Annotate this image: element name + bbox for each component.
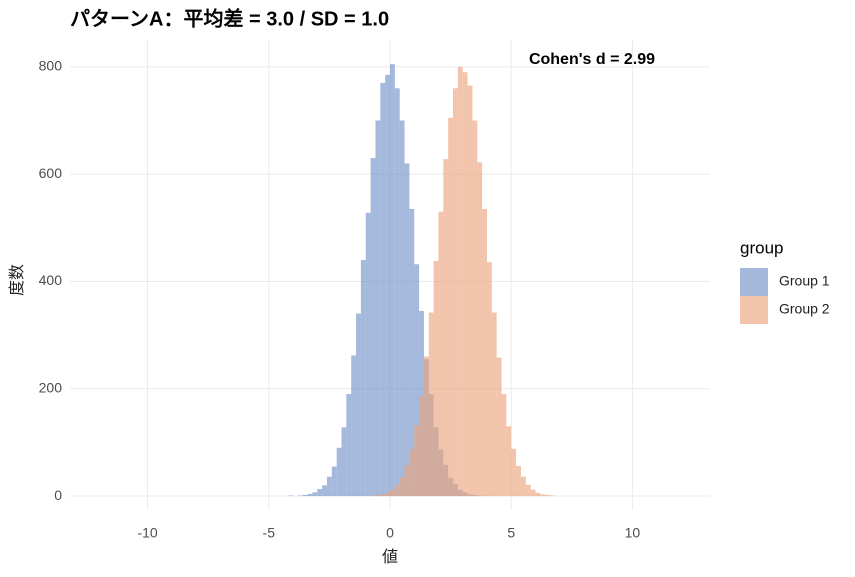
- histogram-bar: [326, 476, 332, 497]
- x-tick-label: -5: [263, 525, 276, 541]
- histogram-bar: [394, 88, 400, 497]
- histogram-bar: [486, 262, 492, 497]
- histogram-bar: [414, 425, 420, 497]
- histogram-bar: [409, 448, 415, 497]
- x-tick-label: 5: [507, 525, 515, 541]
- histogram-bar: [462, 72, 468, 497]
- y-tick-label: 600: [39, 165, 63, 181]
- histogram-bar: [312, 492, 318, 497]
- histogram-bar: [482, 209, 487, 497]
- histogram-bar: [297, 495, 303, 497]
- histogram-bar: [341, 427, 347, 497]
- histogram-bar: [419, 396, 424, 497]
- histogram-bar: [360, 259, 366, 497]
- x-tick-label: -10: [137, 525, 157, 541]
- histogram-bar: [365, 212, 371, 497]
- histogram-bar: [501, 394, 507, 497]
- histogram-bar: [423, 356, 429, 497]
- histogram-bar: [545, 494, 550, 497]
- histogram-bar: [457, 66, 463, 497]
- histogram-bar: [380, 494, 386, 497]
- histogram-bar: [399, 477, 405, 497]
- x-tick-label: 0: [386, 525, 394, 541]
- legend-key: [740, 268, 768, 296]
- annotation: Cohen's d = 2.99: [529, 51, 655, 68]
- y-tick-label: 400: [39, 272, 63, 288]
- legend-label: Group 1: [779, 273, 830, 289]
- histogram-bar: [394, 484, 400, 497]
- x-axis-title: 値: [382, 548, 398, 566]
- histogram-bar: [322, 485, 327, 497]
- histogram-bar: [399, 120, 405, 497]
- histogram-bar: [525, 484, 531, 497]
- legend-key: [740, 296, 768, 324]
- histogram-bar: [472, 120, 478, 497]
- histogram-bar: [453, 88, 458, 497]
- histogram-bar: [506, 426, 512, 497]
- histogram-bar: [375, 494, 381, 497]
- histogram-bar: [302, 494, 308, 497]
- histogram-bar: [414, 264, 420, 497]
- histogram-bar: [404, 465, 410, 497]
- histogram-bar: [307, 493, 313, 497]
- histogram-bar: [375, 120, 381, 497]
- histogram-bar: [370, 495, 376, 497]
- histogram-bar: [496, 357, 502, 497]
- histogram-bar: [385, 74, 390, 497]
- histogram-bar: [448, 117, 454, 497]
- histogram-bar: [550, 495, 555, 497]
- histogram-bar: [351, 355, 357, 497]
- histogram-bar: [540, 494, 546, 497]
- legend-title: group: [740, 238, 783, 257]
- histogram-bar: [511, 448, 517, 497]
- histogram-bar: [385, 492, 390, 497]
- histogram-bar: [346, 394, 352, 497]
- histogram-bar: [404, 163, 410, 497]
- histogram-bar: [535, 492, 541, 497]
- histogram-bar: [288, 495, 294, 497]
- histogram-bar: [390, 489, 395, 497]
- histogram-bar: [317, 489, 323, 497]
- histogram-bar: [433, 261, 439, 497]
- y-axis-title: 度数: [8, 264, 26, 296]
- histogram-bar: [491, 312, 497, 497]
- histogram-bar: [370, 158, 376, 497]
- histogram-bar: [516, 466, 521, 497]
- histogram-bar: [438, 211, 444, 497]
- x-tick-label: 10: [625, 525, 641, 541]
- histogram-bar: [390, 64, 395, 497]
- histogram-bar: [409, 209, 415, 497]
- histogram-bar: [356, 313, 361, 497]
- y-tick-label: 800: [39, 58, 63, 74]
- histogram-bar: [443, 159, 449, 497]
- legend-label: Group 2: [779, 301, 830, 317]
- histogram-bar: [530, 489, 536, 497]
- chart-title: パターンA：平均差 = 3.0 / SD = 1.0: [70, 6, 389, 30]
- histogram-bar: [380, 82, 386, 497]
- y-tick-label: 0: [54, 487, 62, 503]
- histogram-bar: [467, 85, 473, 497]
- histogram-bar: [331, 466, 337, 497]
- histogram-bar: [477, 162, 483, 497]
- histogram-bar: [428, 312, 434, 497]
- histogram-bar: [520, 476, 526, 497]
- histogram-bar: [336, 447, 342, 497]
- y-tick-label: 200: [39, 379, 63, 395]
